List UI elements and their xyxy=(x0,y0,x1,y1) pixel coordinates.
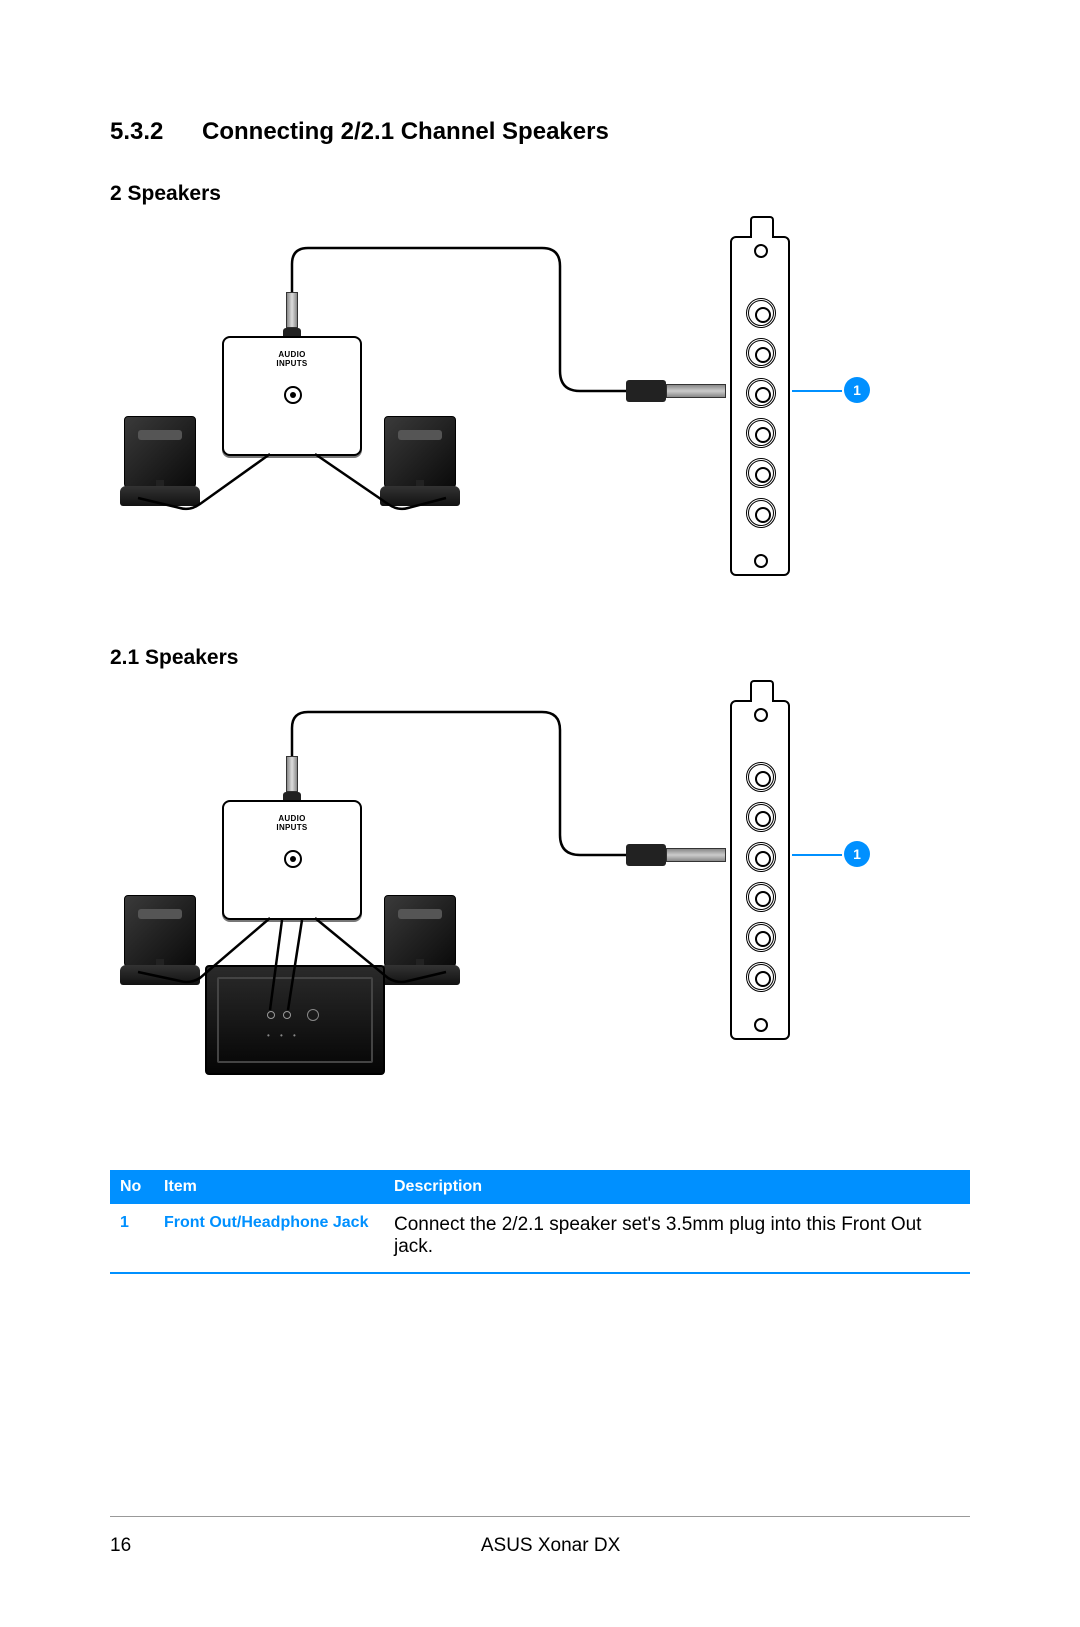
td-item: Front Out/Headphone Jack xyxy=(154,1204,384,1273)
page-footer: 16 ASUS Xonar DX xyxy=(110,1535,970,1557)
cable-speakers xyxy=(110,236,970,596)
td-no: 1 xyxy=(110,1204,154,1273)
diagram-2-1-speakers: 1 AUDIO INPUTS • • • xyxy=(110,700,970,1120)
description-table: No Item Description 1 Front Out/Headphon… xyxy=(110,1170,970,1274)
th-desc: Description xyxy=(384,1170,970,1204)
section-heading: 5.3.2Connecting 2/2.1 Channel Speakers xyxy=(110,118,970,146)
page-number: 16 xyxy=(110,1535,131,1557)
th-no: No xyxy=(110,1170,154,1204)
table-header-row: No Item Description xyxy=(110,1170,970,1204)
diagram-2-speakers: 1 AUDIO INPUTS xyxy=(110,236,970,596)
cable-speakers xyxy=(110,700,970,1120)
table-row: 1 Front Out/Headphone Jack Connect the 2… xyxy=(110,1204,970,1273)
subheading-2-speakers: 2 Speakers xyxy=(110,182,970,206)
subheading-2-1-speakers: 2.1 Speakers xyxy=(110,646,970,670)
th-item: Item xyxy=(154,1170,384,1204)
section-number: 5.3.2 xyxy=(110,118,202,146)
product-name: ASUS Xonar DX xyxy=(110,1535,970,1557)
footer-rule xyxy=(110,1516,970,1517)
td-desc: Connect the 2/2.1 speaker set's 3.5mm pl… xyxy=(384,1204,970,1273)
section-title: Connecting 2/2.1 Channel Speakers xyxy=(202,118,609,145)
